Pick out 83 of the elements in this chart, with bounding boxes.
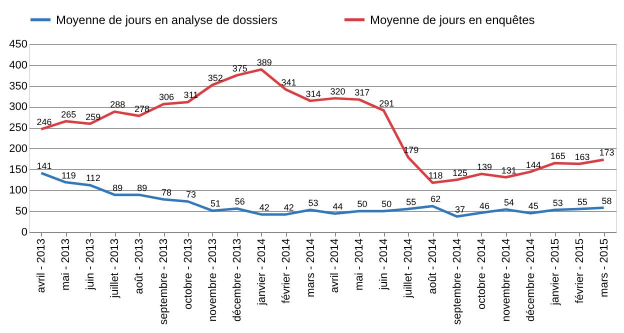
x-tick-label: février - 2014 — [280, 238, 292, 304]
x-tick-label: octobre - 2013 — [182, 238, 194, 310]
data-label: 42 — [284, 202, 294, 212]
data-label: 118 — [428, 170, 443, 181]
x-tick-label: août - 2014 — [427, 238, 440, 294]
data-label: 55 — [577, 197, 588, 208]
data-label: 53 — [308, 198, 318, 208]
x-tick-label: avril - 2013 — [36, 238, 48, 293]
data-label: 73 — [186, 190, 196, 200]
y-tick-label: 0 — [21, 226, 28, 238]
y-tick-label: 400 — [9, 59, 28, 72]
data-label: 55 — [406, 197, 416, 208]
data-label: 58 — [602, 196, 612, 206]
data-label: 112 — [86, 173, 100, 184]
x-tick-label: novembre - 2013 — [206, 238, 219, 322]
y-tick-label: 300 — [9, 101, 28, 114]
x-tick-label: septembre - 2013 — [158, 238, 170, 325]
data-label: 125 — [452, 168, 468, 178]
x-tick-label: avril - 2014 — [329, 238, 342, 293]
data-label: 288 — [110, 100, 126, 110]
y-tick-label: 150 — [9, 164, 28, 176]
y-tick-label: 250 — [9, 122, 28, 134]
data-label: 311 — [184, 90, 198, 100]
data-label: 62 — [430, 194, 441, 204]
y-tick-label: 350 — [9, 80, 28, 92]
data-label: 51 — [210, 198, 220, 209]
x-tick-label: mars - 2014 — [304, 238, 317, 298]
x-tick-label: mai - 2014 — [354, 238, 366, 290]
data-label: 37 — [455, 204, 466, 215]
x-tick-label: janvier - 2015 — [549, 238, 562, 306]
data-label: 56 — [234, 196, 245, 207]
data-label: 42 — [259, 202, 270, 212]
y-tick-label: 450 — [9, 38, 28, 50]
data-label: 306 — [159, 92, 174, 102]
x-tick-label: juin - 2014 — [378, 238, 390, 291]
data-label: 291 — [379, 98, 394, 108]
y-tick-label: 100 — [9, 184, 28, 197]
data-label: 352 — [208, 72, 223, 83]
data-label: 44 — [332, 202, 343, 212]
x-tick-label: novembre - 2014 — [500, 238, 512, 322]
data-label: 314 — [306, 88, 321, 99]
data-label: 53 — [552, 198, 563, 208]
data-label: 389 — [256, 57, 272, 68]
x-tick-label: juillet - 2014 — [402, 238, 415, 299]
data-label: 341 — [281, 78, 296, 88]
y-tick-label: 50 — [15, 206, 28, 218]
data-label: 89 — [137, 182, 148, 193]
x-tick-label: octobre - 2014 — [476, 238, 488, 310]
x-tick-label: mars - 2015 — [598, 238, 610, 298]
x-tick-label: septembre - 2014 — [452, 238, 464, 325]
x-tick-label: février - 2015 — [574, 238, 586, 304]
data-label: 246 — [36, 117, 52, 128]
data-label: 163 — [574, 152, 590, 162]
y-tick-label: 200 — [9, 142, 28, 155]
x-tick-label: juin - 2013 — [84, 238, 97, 291]
x-tick-label: janvier - 2014 — [256, 238, 268, 306]
data-label: 173 — [599, 148, 614, 158]
data-label: 375 — [232, 63, 248, 74]
data-label: 89 — [112, 182, 123, 193]
legend-label: Moyenne de jours en enquêtes — [370, 12, 535, 27]
x-tick-label: août - 2013 — [134, 238, 146, 294]
data-label: 320 — [330, 86, 346, 96]
data-label: 141 — [36, 161, 52, 172]
x-tick-label: décembre - 2013 — [231, 238, 244, 322]
data-label: 144 — [526, 160, 541, 170]
data-label: 139 — [476, 162, 492, 172]
data-label: 119 — [62, 170, 76, 180]
data-label: 50 — [382, 199, 392, 210]
data-label: 78 — [162, 187, 172, 198]
data-label: 131 — [501, 165, 516, 176]
data-label: 54 — [504, 197, 514, 208]
x-tick-label: décembre - 2014 — [524, 238, 537, 322]
data-label: 46 — [479, 200, 490, 211]
data-label: 265 — [61, 109, 76, 120]
x-tick-label: mai - 2013 — [60, 238, 72, 290]
data-label: 45 — [528, 201, 538, 212]
x-tick-label: juillet - 2013 — [109, 238, 122, 299]
legend-label: Moyenne de jours en analyse de dossiers — [56, 12, 278, 27]
data-label: 165 — [550, 151, 566, 162]
data-label: 278 — [134, 104, 150, 114]
data-label: 317 — [354, 88, 370, 98]
data-label: 50 — [357, 199, 368, 210]
data-label: 259 — [86, 112, 101, 122]
